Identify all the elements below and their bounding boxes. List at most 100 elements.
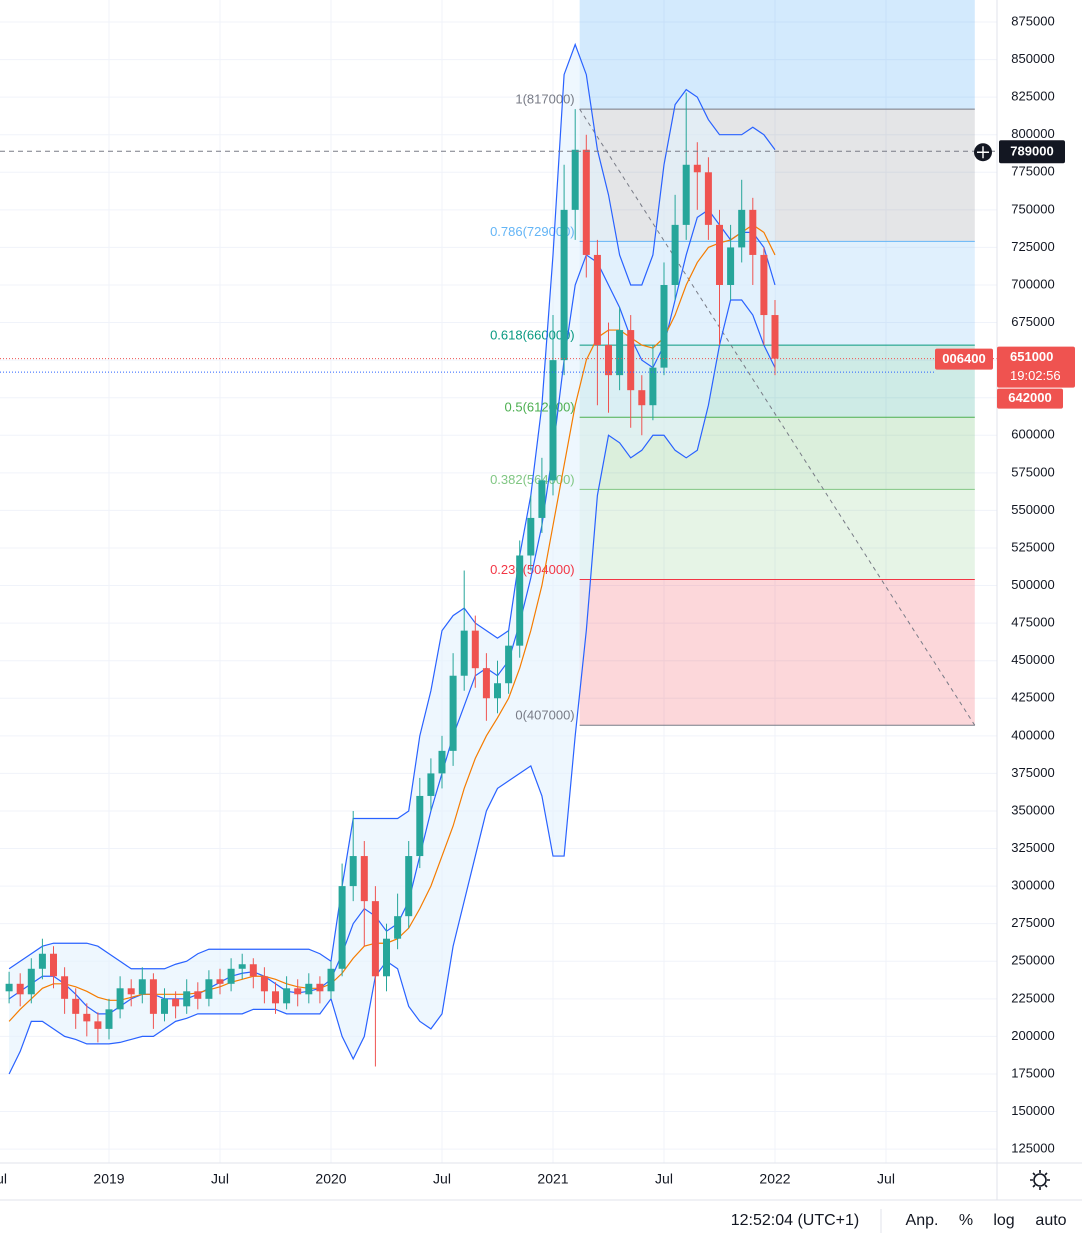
candle-body: [482, 668, 490, 699]
y-tick-label: 150000: [1011, 1103, 1054, 1118]
candle-body: [405, 856, 413, 917]
y-tick-label: 675000: [1011, 314, 1054, 329]
candle-body: [693, 164, 701, 173]
x-tick-label: 2022: [759, 1171, 790, 1187]
candle-body: [127, 988, 135, 995]
candle-body: [116, 988, 124, 1010]
candle-body: [505, 645, 513, 684]
candle-body: [161, 998, 169, 1014]
status-button[interactable]: log: [993, 1212, 1014, 1229]
settings-icon: [1030, 1170, 1050, 1190]
candle-body: [593, 254, 601, 346]
candle-body: [738, 209, 746, 248]
candle-body: [238, 964, 246, 969]
y-tick-label: 175000: [1011, 1065, 1054, 1080]
candle-body: [327, 968, 335, 992]
candle-body: [183, 991, 191, 1007]
candle-body: [260, 976, 268, 992]
candle-body: [571, 149, 579, 210]
x-tick-label: 2021: [537, 1171, 568, 1187]
y-tick-label: 550000: [1011, 502, 1054, 517]
candle-body: [194, 991, 202, 999]
fib-label: 0.786(729000): [490, 224, 575, 239]
y-tick-label: 700000: [1011, 276, 1054, 291]
y-tick-label: 575000: [1011, 464, 1054, 479]
status-button[interactable]: Anp.: [906, 1212, 939, 1229]
y-tick-label: 225000: [1011, 990, 1054, 1005]
y-tick-label: 850000: [1011, 51, 1054, 66]
candle-body: [771, 315, 779, 359]
candle-body: [638, 390, 646, 406]
candle-body: [660, 284, 668, 368]
fib-label: 1(817000): [515, 92, 574, 107]
candle-body: [582, 149, 590, 255]
candle-body: [427, 773, 435, 796]
change-label: 006400: [942, 351, 985, 366]
candle-body: [94, 1021, 102, 1029]
candle-body: [494, 683, 502, 699]
indicator-line: [8, 299, 776, 1075]
y-tick-label: 125000: [1011, 1141, 1054, 1156]
y-tick-label: 425000: [1011, 690, 1054, 705]
candle-body: [305, 983, 313, 995]
y-tick-label: 725000: [1011, 239, 1054, 254]
y-tick-label: 300000: [1011, 878, 1054, 893]
candle-body: [205, 979, 213, 999]
candle-body: [83, 1013, 91, 1022]
y-tick-label: 400000: [1011, 727, 1054, 742]
candle-body: [549, 360, 557, 481]
candle-body: [272, 991, 280, 1004]
x-tick-label: Jul: [211, 1171, 229, 1187]
candle-body: [138, 979, 146, 995]
candle-body: [249, 964, 257, 977]
candle-body: [649, 367, 657, 406]
fib-zone: [579, 579, 975, 726]
y-tick-label: 500000: [1011, 577, 1054, 592]
x-tick-label: Jul: [433, 1171, 451, 1187]
band-fill: [9, 44, 776, 1074]
candle-body: [471, 630, 479, 669]
status-time: 12:52:04 (UTC+1): [731, 1212, 860, 1229]
candle-body: [283, 988, 291, 1004]
y-tick-label: 450000: [1011, 652, 1054, 667]
candle-body: [616, 330, 624, 376]
indicator-line: [8, 209, 776, 1015]
candle-body: [149, 979, 157, 1014]
change-box: [935, 348, 993, 370]
fib-zone: [579, 489, 975, 580]
candle-body: [727, 247, 735, 285]
candle-body: [371, 901, 379, 977]
y-tick-label: 275000: [1011, 915, 1054, 930]
candle-body: [172, 998, 180, 1007]
candle-body: [516, 555, 524, 646]
candle-body: [227, 968, 235, 984]
y-tick-label: 325000: [1011, 840, 1054, 855]
crosshair-icon: [977, 146, 989, 159]
y-tick-label: 475000: [1011, 615, 1054, 630]
candle-body: [538, 480, 546, 518]
last-price-box: [997, 346, 1075, 388]
candle-body: [449, 675, 457, 751]
candle-body: [316, 983, 324, 992]
crosshair-price-box: [999, 140, 1065, 164]
candle-body: [72, 998, 80, 1014]
candle-body: [349, 856, 357, 887]
y-tick-label: 800000: [1011, 126, 1054, 141]
candle-body: [50, 953, 58, 977]
settings-button[interactable]: [1033, 1173, 1047, 1187]
candle-body: [749, 209, 757, 255]
y-tick-label: 250000: [1011, 953, 1054, 968]
candle-body: [716, 224, 724, 285]
status-button[interactable]: auto: [1035, 1212, 1066, 1229]
low-price: 642000: [1008, 390, 1051, 405]
x-tick-label: 2019: [93, 1171, 124, 1187]
x-tick-label: Jul: [0, 1171, 7, 1187]
candle-body: [38, 953, 46, 969]
status-button[interactable]: %: [959, 1212, 973, 1229]
candle-body: [5, 983, 13, 992]
x-tick-label: Jul: [655, 1171, 673, 1187]
y-tick-label: 200000: [1011, 1028, 1054, 1043]
candle-body: [383, 938, 391, 977]
fib-label: 0.5(612000): [505, 400, 575, 415]
